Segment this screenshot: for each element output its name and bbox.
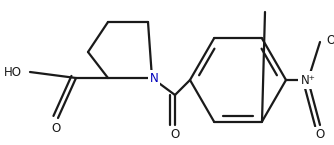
Text: N: N (150, 71, 158, 85)
Text: O: O (315, 128, 325, 142)
Text: N⁺: N⁺ (301, 74, 315, 87)
Text: O⁻: O⁻ (326, 33, 334, 47)
Text: O: O (51, 122, 61, 135)
Text: O: O (170, 128, 180, 142)
Text: HO: HO (4, 66, 22, 78)
